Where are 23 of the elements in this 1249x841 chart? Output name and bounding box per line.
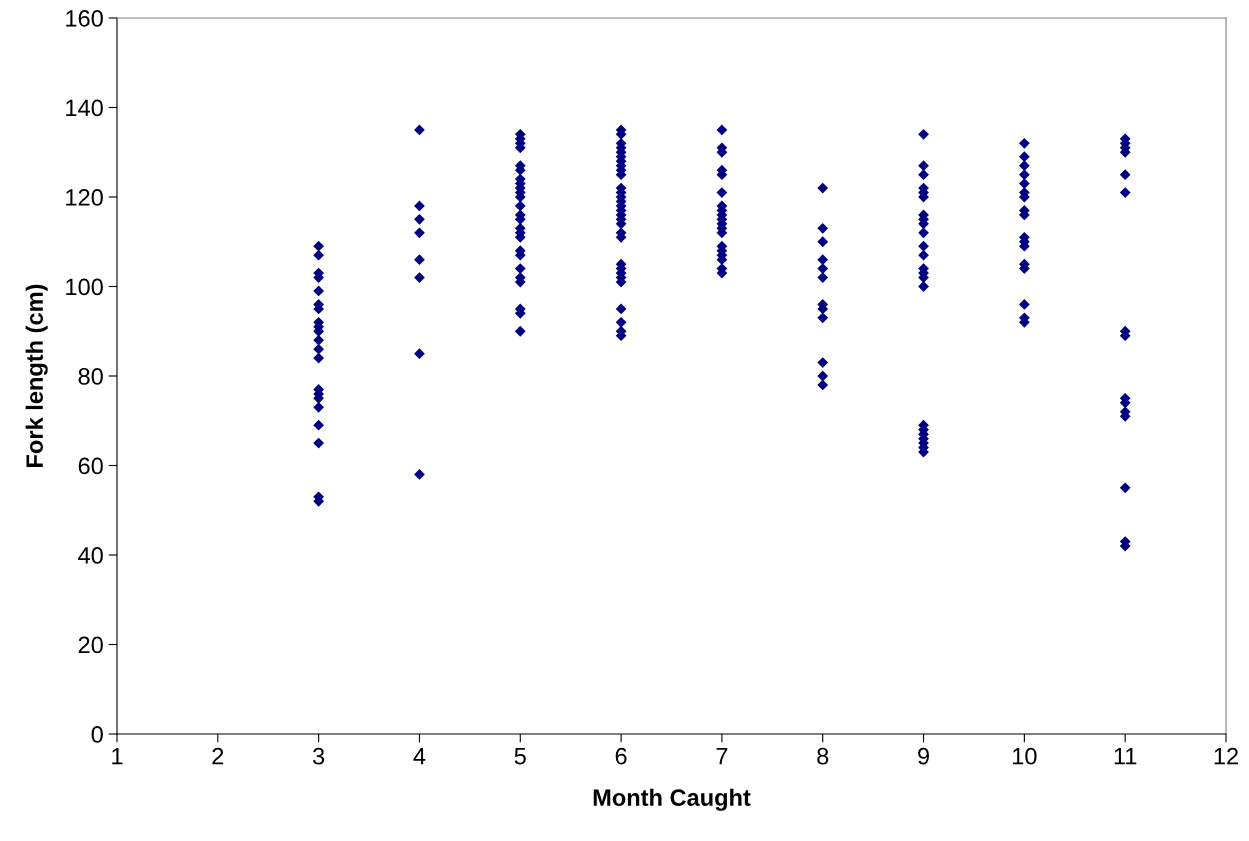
x-tick-label: 9	[918, 747, 929, 765]
x-tick-label: 2	[212, 747, 224, 765]
y-tick-label: 120	[66, 189, 103, 206]
x-tick-label: 12	[1214, 747, 1238, 765]
x-tick-label: 8	[817, 747, 829, 765]
y-tick-label: 0	[91, 726, 103, 743]
y-tick-label: 40	[78, 547, 103, 564]
x-tick-label: 7	[716, 748, 728, 765]
x-tick-label: 4	[413, 748, 426, 765]
x-tick-label: 3	[312, 747, 325, 765]
y-tick-label: 160	[66, 10, 103, 27]
x-tick-label: 1	[112, 748, 123, 765]
y-axis-title: Fork length (cm)	[25, 284, 48, 467]
x-tick-label: 5	[514, 748, 526, 765]
y-tick-label: 100	[66, 278, 103, 296]
y-tick-label: 80	[78, 368, 103, 385]
y-tick-label: 140	[66, 99, 103, 117]
x-tick-label: 10	[1013, 747, 1037, 765]
x-tick-label: 6	[615, 747, 627, 765]
y-tick-label: 60	[78, 457, 103, 475]
x-axis-title: Month Caught	[593, 788, 751, 811]
x-tick-label: 11	[1114, 748, 1137, 765]
y-tick-label: 20	[78, 636, 103, 654]
